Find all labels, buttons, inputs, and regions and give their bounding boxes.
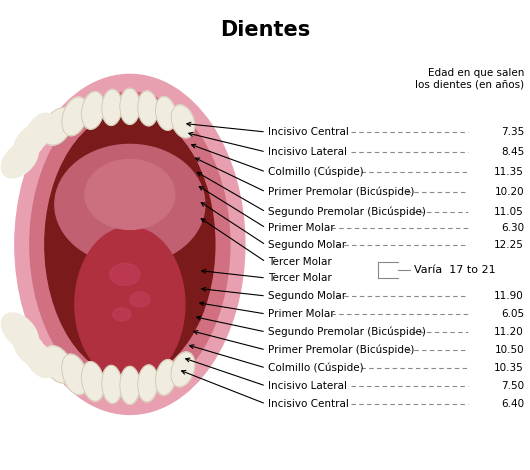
Ellipse shape: [130, 292, 150, 307]
Text: Primer Molar: Primer Molar: [268, 223, 334, 233]
Ellipse shape: [82, 361, 104, 401]
Ellipse shape: [113, 308, 131, 321]
Text: Colmillo (Cúspide): Colmillo (Cúspide): [268, 363, 364, 373]
Ellipse shape: [171, 352, 195, 387]
Text: Segundo Molar: Segundo Molar: [268, 291, 346, 301]
Ellipse shape: [43, 108, 73, 145]
Text: 7.50: 7.50: [501, 381, 524, 391]
Text: 6.40: 6.40: [501, 399, 524, 409]
Text: 11.35: 11.35: [494, 167, 524, 177]
Ellipse shape: [75, 227, 185, 382]
Text: 12.25: 12.25: [494, 240, 524, 250]
Text: Tercer Molar: Tercer Molar: [268, 273, 332, 283]
Ellipse shape: [2, 141, 38, 178]
Text: 6.30: 6.30: [501, 223, 524, 233]
Text: Segundo Molar: Segundo Molar: [268, 240, 346, 250]
Ellipse shape: [13, 124, 46, 161]
Text: 6.05: 6.05: [501, 309, 524, 319]
Text: 11.05: 11.05: [494, 207, 524, 217]
Text: Edad en que salen
los dientes (en años): Edad en que salen los dientes (en años): [415, 68, 524, 90]
Ellipse shape: [85, 159, 175, 229]
Text: Primer Molar: Primer Molar: [268, 309, 334, 319]
Text: 11.20: 11.20: [494, 327, 524, 337]
Text: Dientes: Dientes: [220, 20, 310, 40]
Ellipse shape: [15, 74, 245, 415]
Text: Primer Premolar (Bicúspide): Primer Premolar (Bicúspide): [268, 345, 414, 355]
Ellipse shape: [120, 88, 140, 125]
Ellipse shape: [171, 105, 195, 138]
Ellipse shape: [25, 113, 55, 149]
Text: 7.35: 7.35: [501, 127, 524, 137]
Text: 11.90: 11.90: [494, 291, 524, 301]
Text: Colmillo (Cúspide): Colmillo (Cúspide): [268, 167, 364, 177]
Ellipse shape: [25, 341, 55, 377]
Text: 8.45: 8.45: [501, 147, 524, 157]
Ellipse shape: [2, 313, 38, 350]
Ellipse shape: [156, 96, 176, 130]
Text: 10.20: 10.20: [494, 187, 524, 197]
Ellipse shape: [45, 112, 215, 377]
Text: Incisivo Central: Incisivo Central: [268, 399, 349, 409]
Text: 10.35: 10.35: [494, 363, 524, 373]
Text: 10.50: 10.50: [494, 345, 524, 355]
Ellipse shape: [102, 89, 122, 125]
Text: Tercer Molar: Tercer Molar: [268, 257, 332, 267]
Text: Incisivo Lateral: Incisivo Lateral: [268, 381, 347, 391]
Ellipse shape: [138, 91, 158, 126]
Ellipse shape: [110, 263, 140, 285]
Text: Primer Premolar (Bicúspide): Primer Premolar (Bicúspide): [268, 187, 414, 197]
Text: Segundo Premolar (Bicúspide): Segundo Premolar (Bicúspide): [268, 327, 426, 337]
Ellipse shape: [120, 367, 140, 404]
Ellipse shape: [102, 365, 122, 403]
Ellipse shape: [55, 144, 205, 265]
Ellipse shape: [82, 92, 104, 129]
Text: Incisivo Lateral: Incisivo Lateral: [268, 147, 347, 157]
Ellipse shape: [61, 354, 88, 395]
Ellipse shape: [138, 365, 158, 402]
Text: Incisivo Central: Incisivo Central: [268, 127, 349, 137]
Ellipse shape: [13, 330, 46, 367]
Text: Varía  17 to 21: Varía 17 to 21: [414, 265, 496, 275]
Text: Segundo Premolar (Bicúspide): Segundo Premolar (Bicúspide): [268, 207, 426, 217]
Ellipse shape: [43, 346, 73, 383]
Ellipse shape: [62, 97, 88, 136]
Ellipse shape: [30, 92, 230, 397]
Ellipse shape: [155, 360, 176, 395]
